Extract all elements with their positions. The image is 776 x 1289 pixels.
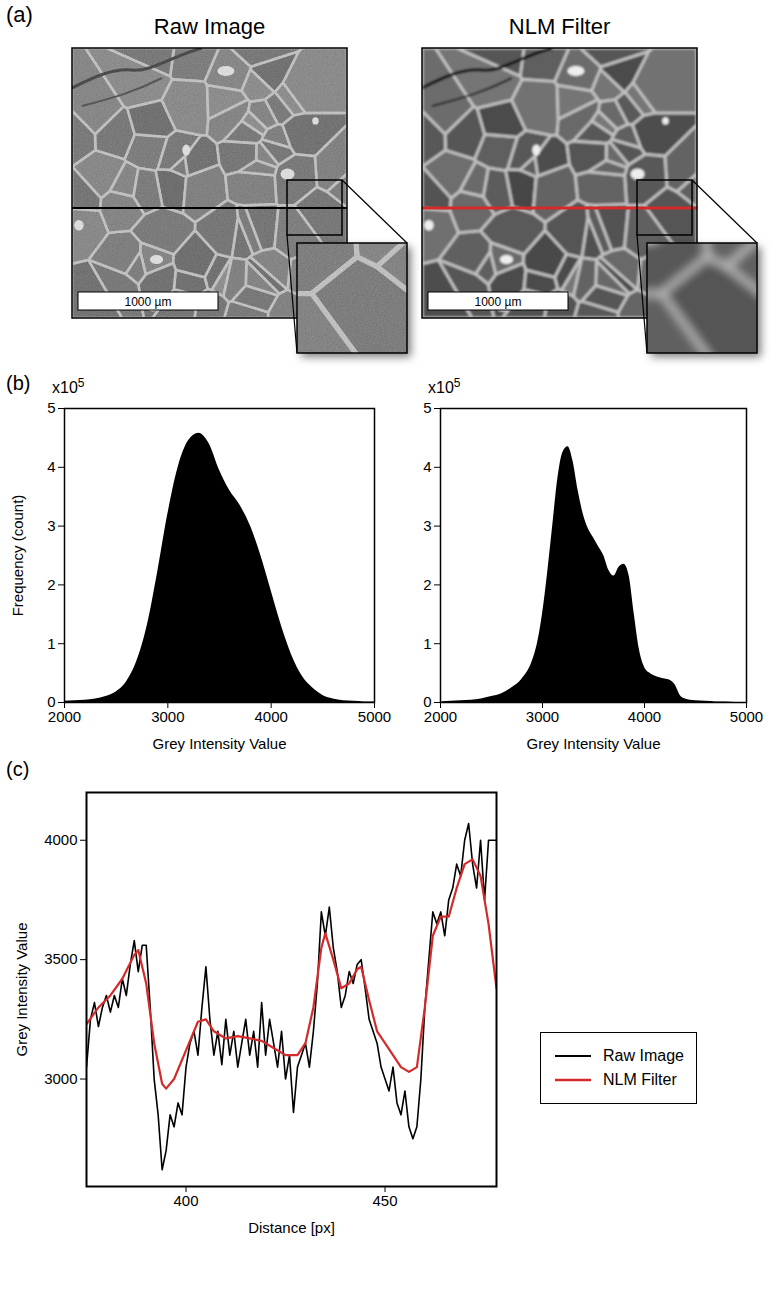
svg-text:1: 1 bbox=[47, 635, 55, 652]
svg-text:2: 2 bbox=[47, 576, 55, 593]
svg-text:1: 1 bbox=[423, 635, 431, 652]
svg-text:5000: 5000 bbox=[730, 708, 763, 725]
svg-text:5: 5 bbox=[423, 399, 431, 416]
svg-text:0: 0 bbox=[423, 693, 432, 711]
svg-text:5: 5 bbox=[47, 399, 55, 416]
svg-text:NLM Filter: NLM Filter bbox=[509, 14, 610, 39]
svg-text:3: 3 bbox=[47, 517, 55, 534]
html-text:NLM Filter: NLM Filter bbox=[603, 1071, 677, 1088]
svg-text:1000 µm: 1000 µm bbox=[125, 295, 172, 309]
svg-text:4: 4 bbox=[47, 458, 55, 475]
svg-text:1000 µm: 1000 µm bbox=[475, 295, 522, 309]
svg-text:4000: 4000 bbox=[254, 708, 287, 725]
svg-text:4000: 4000 bbox=[628, 708, 661, 725]
svg-text:Grey Intensity Value: Grey Intensity Value bbox=[527, 735, 661, 752]
html-text:x10: x10 bbox=[52, 379, 78, 397]
html-text:x10: x10 bbox=[428, 379, 454, 397]
svg-text:Distance [px]: Distance [px] bbox=[248, 1219, 335, 1236]
svg-text:3000: 3000 bbox=[44, 1070, 77, 1087]
svg-text:3000: 3000 bbox=[526, 708, 559, 725]
html-text:(c): (c) bbox=[6, 758, 30, 780]
svg-text:2000: 2000 bbox=[48, 708, 81, 725]
svg-text:3000: 3000 bbox=[151, 708, 184, 725]
svg-text:4000: 4000 bbox=[44, 831, 77, 848]
svg-text:0: 0 bbox=[47, 693, 56, 711]
svg-text:2: 2 bbox=[423, 576, 431, 593]
svg-text:400: 400 bbox=[173, 1192, 198, 1209]
svg-text:Grey Intensity Value: Grey Intensity Value bbox=[13, 923, 30, 1057]
html-text:5: 5 bbox=[77, 376, 85, 390]
svg-text:Raw Image: Raw Image bbox=[154, 14, 265, 39]
html-text:Raw Image: Raw Image bbox=[603, 1047, 684, 1064]
html-text:5: 5 bbox=[453, 376, 461, 390]
svg-text:Frequency (count): Frequency (count) bbox=[9, 495, 26, 617]
svg-text:(a): (a) bbox=[6, 2, 33, 27]
svg-text:2000: 2000 bbox=[424, 708, 457, 725]
svg-text:Grey Intensity Value: Grey Intensity Value bbox=[153, 735, 287, 752]
svg-text:3500: 3500 bbox=[44, 950, 77, 967]
svg-text:3: 3 bbox=[423, 517, 431, 534]
svg-text:450: 450 bbox=[373, 1192, 398, 1209]
svg-text:4: 4 bbox=[423, 458, 431, 475]
svg-text:5000: 5000 bbox=[358, 708, 391, 725]
html-text:(b): (b) bbox=[6, 372, 31, 394]
